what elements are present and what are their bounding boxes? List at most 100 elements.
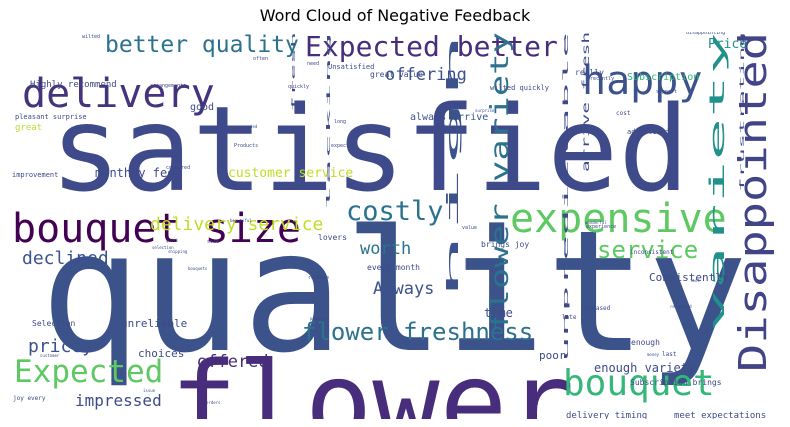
word-issue: issue xyxy=(143,388,156,393)
word-last: last xyxy=(662,351,677,358)
word-always: Always xyxy=(373,279,434,299)
word-impressed: impressed xyxy=(75,391,162,410)
word-receive: receive xyxy=(308,275,329,281)
word-need: need xyxy=(307,61,319,67)
word-really: really xyxy=(575,68,604,77)
word-surprise: surprise xyxy=(475,108,495,113)
word-orders: orders xyxy=(206,400,221,405)
word-pleased: pleased xyxy=(585,305,611,312)
word-package: package xyxy=(310,316,327,321)
word-frustrating: frustrating xyxy=(739,32,746,192)
word-every-month: every month xyxy=(367,263,420,272)
word-quality: quality xyxy=(40,194,748,390)
word-great: great xyxy=(15,123,42,133)
word-consistently: Consistently xyxy=(649,271,729,284)
word-arrangements: arrangements xyxy=(150,83,186,89)
word-cloud-panel: quality satisfied flower Disappointed expens… xyxy=(10,32,780,419)
word-late: late xyxy=(562,314,577,321)
word-bouquet-size: bouquet size xyxy=(12,206,301,252)
word-expensive: expensive xyxy=(510,196,727,242)
word-great-value: great value xyxy=(370,70,423,79)
word-wonderful: wonderful xyxy=(585,220,607,225)
word-fast: fast xyxy=(690,278,700,283)
word-flower-freshness: flower freshness xyxy=(302,318,533,346)
word-wilted-quickly: wilted quickly xyxy=(490,84,549,92)
word-unsatisfied: Unsatisfied xyxy=(328,63,374,71)
word-experience: experience xyxy=(586,224,616,230)
word-cost: cost xyxy=(616,110,631,117)
word-recommend: recommend xyxy=(670,304,692,309)
word-monthly-fee: monthly fee xyxy=(95,166,174,180)
word-worth: worth xyxy=(360,239,411,259)
word-bouquets: bouquets xyxy=(188,266,208,271)
word-products: Products xyxy=(234,143,258,149)
word-flower: flower xyxy=(170,339,575,419)
word-value: value xyxy=(462,225,477,231)
word-flower-variety: flower variety xyxy=(485,32,514,332)
word-brings-joy: brings joy xyxy=(481,240,529,249)
word-good: good xyxy=(190,102,214,113)
word-inconsistent: inconsistent xyxy=(630,249,674,256)
word-always-arrive: always arrive xyxy=(410,112,488,123)
word-poor: poor xyxy=(539,349,566,362)
word-unpredictable: unpredictable xyxy=(562,32,570,362)
word-high: high xyxy=(443,32,462,300)
word-delivery-service: delivery service xyxy=(150,214,323,235)
word-selection: selection xyxy=(152,245,174,250)
word-happy: happy xyxy=(582,58,702,104)
word-better-quality: better quality xyxy=(105,32,299,58)
word-size: size xyxy=(207,239,219,245)
word-customer-service: customer service xyxy=(228,166,353,181)
word-highly-recommend: Highly recommend xyxy=(30,80,117,90)
word-recently: recently xyxy=(590,76,614,82)
word-advertised: advertised xyxy=(627,128,669,136)
word-often: often xyxy=(253,56,268,62)
word-offering: offering xyxy=(385,65,467,85)
word-meet-expectations: meet expectations xyxy=(674,411,766,419)
word-costly: costly xyxy=(346,196,444,227)
word-unreliable: unreliable xyxy=(121,317,187,330)
word-bouquet: bouquet xyxy=(563,363,715,404)
word-enough-variety: enough variety xyxy=(594,361,695,375)
word-variety: variety xyxy=(705,32,729,332)
word-service: service xyxy=(597,236,698,264)
word-quick: quick xyxy=(166,238,179,243)
word-joy-every: joy every xyxy=(13,395,46,402)
word-exceeded: exceeded xyxy=(238,124,258,129)
word-improvement: improvement xyxy=(12,171,58,179)
word-fresh: fresh xyxy=(291,32,297,112)
word-disappointing: disappointing xyxy=(686,32,725,36)
word-shipping: shipping xyxy=(168,249,188,254)
word-disappointed: Disappointed xyxy=(731,32,775,372)
word-expect: expect xyxy=(331,143,349,149)
word-satisfied: satisfied xyxy=(50,80,689,218)
word-expected-better: Expected better xyxy=(305,32,558,63)
word-price: Price xyxy=(708,37,747,52)
word-time: time xyxy=(484,306,513,320)
word-long: long xyxy=(334,119,346,125)
word-offered: offered xyxy=(197,352,269,372)
word-arrive-fresh: arrive fresh xyxy=(581,32,592,172)
word-monthly: monthly xyxy=(427,124,457,132)
chart-title: Word Cloud of Negative Feedback xyxy=(259,6,531,25)
word-customer: customer xyxy=(40,353,60,358)
word-pricey: pricey xyxy=(28,336,93,357)
word-subscription-brings: Subscription brings xyxy=(630,378,722,387)
word-expected: Expected xyxy=(14,354,163,390)
word-delivery: delivery xyxy=(22,71,215,117)
word-pleasant-surprise: pleasant surprise xyxy=(15,113,87,121)
word-support: support xyxy=(656,89,677,95)
word-money: money xyxy=(647,352,660,357)
word-choices: choices xyxy=(138,347,184,360)
word-subscription: Subscription xyxy=(627,72,699,83)
word-wilted: wilted xyxy=(82,34,100,40)
word-delivery-timing: delivery timing xyxy=(566,411,647,419)
word-quickly: quickly xyxy=(288,84,309,90)
word-selection: Selection xyxy=(32,319,76,328)
word-lacking: lacking xyxy=(326,32,332,210)
word-lovers: lovers xyxy=(318,233,347,242)
word-beautiful: beautiful xyxy=(230,218,252,223)
word-declined: declined xyxy=(22,248,109,269)
word-compared: compared xyxy=(166,165,190,171)
